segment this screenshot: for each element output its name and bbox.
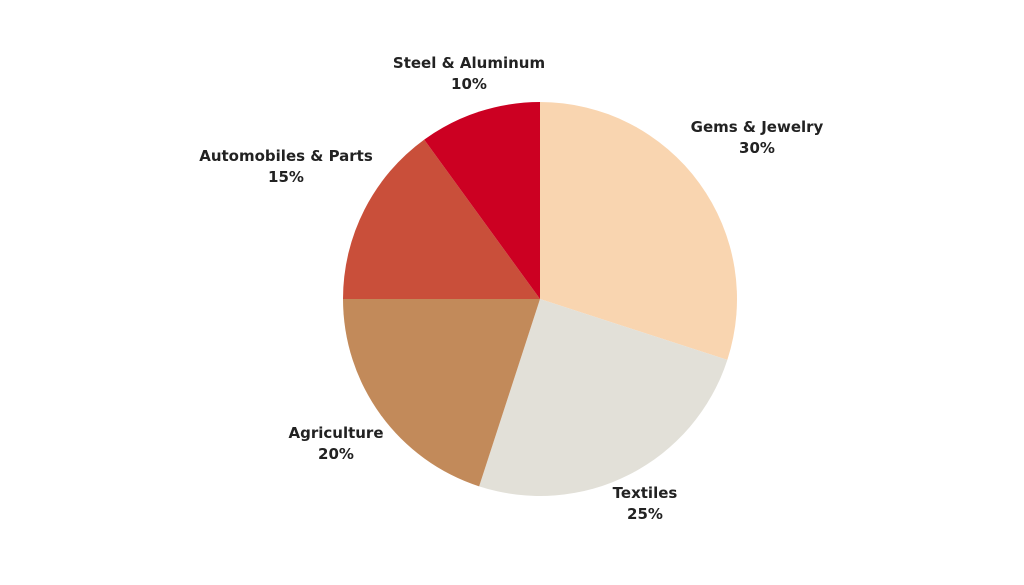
slice-value-gems-and-jewelry: 30% (739, 139, 775, 157)
slice-label-automobiles-and-parts: Automobiles & Parts (199, 147, 373, 165)
slice-value-agriculture: 20% (318, 445, 354, 463)
pie-labels: Gems & Jewelry 30% Textiles 25% Agriculture 2… (199, 54, 823, 523)
slice-value-automobiles-and-parts: 15% (268, 168, 304, 186)
pie-slices (343, 102, 737, 496)
slice-steel-and-aluminum (424, 102, 540, 299)
slice-textiles (479, 299, 728, 496)
slice-automobiles-and-parts (343, 139, 540, 299)
slice-label-agriculture: Agriculture (288, 424, 383, 442)
slice-gems-and-jewelry (540, 102, 737, 360)
slice-value-textiles: 25% (627, 505, 663, 523)
slice-label-textiles: Textiles (613, 484, 678, 502)
slice-label-steel-and-aluminum: Steel & Aluminum (393, 54, 545, 72)
slice-agriculture (343, 299, 540, 487)
slice-value-steel-and-aluminum: 10% (451, 75, 487, 93)
slice-label-gems-and-jewelry: Gems & Jewelry (691, 118, 824, 136)
